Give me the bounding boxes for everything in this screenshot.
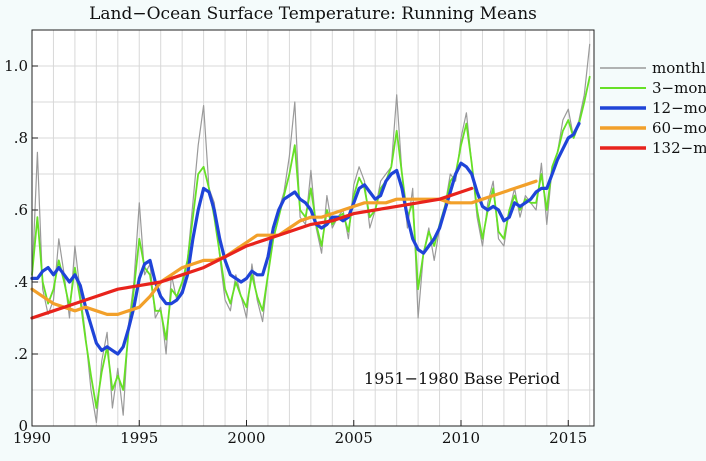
x-tick-label: 1990 [13,429,51,447]
base-period-annotation: 1951−1980 Base Period [364,369,560,388]
series-line-60-month [30,179,538,316]
legend-label-60-month: 60−mo [652,119,706,137]
y-tick-label: .6 [14,201,28,219]
legend-label-3-month: 3−mon [652,79,706,97]
series-line-12-month [30,121,581,356]
x-tick-label: 2010 [442,429,480,447]
legend: monthl 3−mon 12−mo 60−mo 132−m [600,59,706,157]
x-tick-label: 2005 [335,429,373,447]
x-tick-label: 2015 [549,429,587,447]
y-axis-ticks: 0 .2 .4 .6 .8 1.0 [4,57,38,435]
x-axis-ticks: 1990 1995 2000 2005 2010 2015 [13,420,587,447]
chart-title: Land−Ocean Surface Temperature: Running … [89,4,537,24]
legend-label-12-month: 12−mo [652,99,706,117]
y-tick-label: .4 [14,273,28,291]
y-tick-label: 1.0 [4,57,28,75]
x-tick-label: 1995 [120,429,158,447]
y-tick-label: .8 [14,129,28,147]
legend-label-132-month: 132−m [652,139,706,157]
series-line-132-month [30,186,474,320]
plot-frame [31,29,595,427]
plot-background [32,30,594,426]
series-line-3-month [31,75,591,409]
series-layer [30,43,591,423]
legend-label-monthly: monthl [652,59,706,77]
x-tick-label: 2000 [227,429,265,447]
y-tick-label: .2 [14,345,28,363]
y-tick-label: 0 [18,417,28,435]
